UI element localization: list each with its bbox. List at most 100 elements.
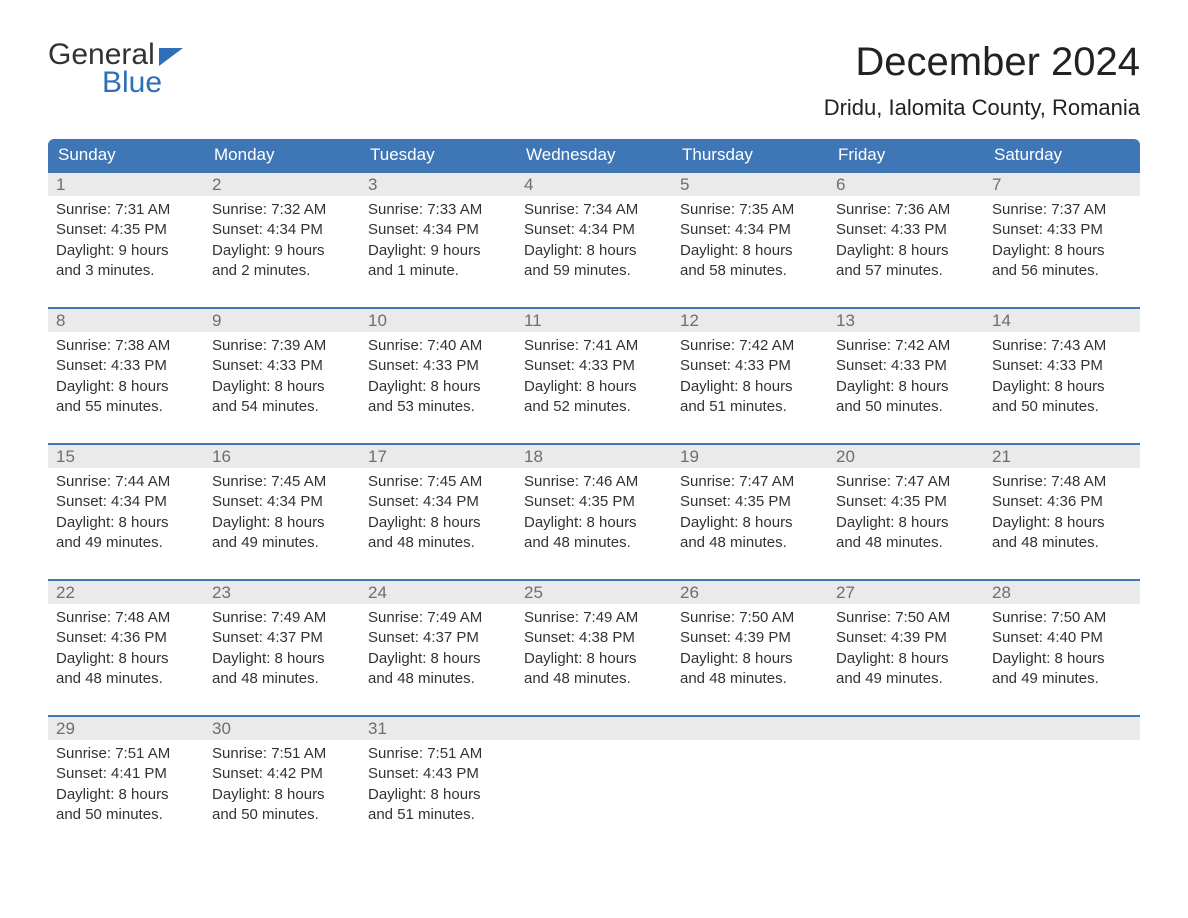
day-dl1: Daylight: 8 hours	[524, 377, 664, 397]
day-number: 18	[516, 445, 672, 468]
day-sunrise: Sunrise: 7:45 AM	[212, 472, 352, 492]
day-number: 12	[672, 309, 828, 332]
day-dl1: Daylight: 8 hours	[836, 241, 976, 261]
dow-sunday: Sunday	[48, 139, 204, 171]
day-sunset: Sunset: 4:33 PM	[680, 356, 820, 376]
day-number: 29	[48, 717, 204, 740]
day-dl2: and 48 minutes.	[524, 669, 664, 689]
day-sunset: Sunset: 4:33 PM	[836, 220, 976, 240]
day-number: 31	[360, 717, 516, 740]
dow-friday: Friday	[828, 139, 984, 171]
day-number-row: 891011121314	[48, 307, 1140, 332]
day-of-week-header: Sunday Monday Tuesday Wednesday Thursday…	[48, 139, 1140, 171]
day-sunrise: Sunrise: 7:47 AM	[836, 472, 976, 492]
day-number: 9	[204, 309, 360, 332]
day-cell: Sunrise: 7:51 AMSunset: 4:42 PMDaylight:…	[204, 740, 360, 833]
day-dl2: and 51 minutes.	[680, 397, 820, 417]
day-sunrise: Sunrise: 7:40 AM	[368, 336, 508, 356]
day-number-row: 22232425262728	[48, 579, 1140, 604]
day-dl1: Daylight: 8 hours	[992, 649, 1132, 669]
day-number: 20	[828, 445, 984, 468]
day-sunset: Sunset: 4:37 PM	[368, 628, 508, 648]
day-number: 10	[360, 309, 516, 332]
day-cell: Sunrise: 7:35 AMSunset: 4:34 PMDaylight:…	[672, 196, 828, 289]
day-cell: Sunrise: 7:31 AMSunset: 4:35 PMDaylight:…	[48, 196, 204, 289]
day-dl2: and 56 minutes.	[992, 261, 1132, 281]
day-number: 19	[672, 445, 828, 468]
day-cell: Sunrise: 7:42 AMSunset: 4:33 PMDaylight:…	[828, 332, 984, 425]
day-sunrise: Sunrise: 7:39 AM	[212, 336, 352, 356]
day-sunrise: Sunrise: 7:43 AM	[992, 336, 1132, 356]
day-cell: Sunrise: 7:40 AMSunset: 4:33 PMDaylight:…	[360, 332, 516, 425]
day-cell: Sunrise: 7:49 AMSunset: 4:37 PMDaylight:…	[204, 604, 360, 697]
day-dl2: and 49 minutes.	[836, 669, 976, 689]
day-sunrise: Sunrise: 7:48 AM	[992, 472, 1132, 492]
day-dl2: and 48 minutes.	[368, 669, 508, 689]
day-dl1: Daylight: 8 hours	[836, 649, 976, 669]
day-dl2: and 53 minutes.	[368, 397, 508, 417]
dow-saturday: Saturday	[984, 139, 1140, 171]
day-number	[516, 717, 672, 740]
day-cell: Sunrise: 7:51 AMSunset: 4:41 PMDaylight:…	[48, 740, 204, 833]
day-dl1: Daylight: 9 hours	[212, 241, 352, 261]
day-dl2: and 49 minutes.	[992, 669, 1132, 689]
day-sunset: Sunset: 4:35 PM	[680, 492, 820, 512]
day-sunrise: Sunrise: 7:33 AM	[368, 200, 508, 220]
day-sunrise: Sunrise: 7:49 AM	[524, 608, 664, 628]
day-sunrise: Sunrise: 7:51 AM	[368, 744, 508, 764]
day-cell	[984, 740, 1140, 833]
calendar-week: 22232425262728Sunrise: 7:48 AMSunset: 4:…	[48, 579, 1140, 697]
day-sunrise: Sunrise: 7:51 AM	[56, 744, 196, 764]
day-cell: Sunrise: 7:32 AMSunset: 4:34 PMDaylight:…	[204, 196, 360, 289]
calendar-week: 293031 Sunrise: 7:51 AMSunset: 4:41 PMDay…	[48, 715, 1140, 833]
location-subtitle: Dridu, Ialomita County, Romania	[824, 95, 1140, 121]
day-cell: Sunrise: 7:49 AMSunset: 4:37 PMDaylight:…	[360, 604, 516, 697]
day-number: 14	[984, 309, 1140, 332]
day-cell: Sunrise: 7:50 AMSunset: 4:39 PMDaylight:…	[672, 604, 828, 697]
day-number	[828, 717, 984, 740]
day-dl2: and 50 minutes.	[992, 397, 1132, 417]
day-dl1: Daylight: 8 hours	[836, 377, 976, 397]
day-dl1: Daylight: 8 hours	[680, 513, 820, 533]
day-cell: Sunrise: 7:47 AMSunset: 4:35 PMDaylight:…	[828, 468, 984, 561]
day-sunset: Sunset: 4:39 PM	[680, 628, 820, 648]
day-dl1: Daylight: 9 hours	[56, 241, 196, 261]
day-dl2: and 55 minutes.	[56, 397, 196, 417]
day-dl1: Daylight: 8 hours	[524, 241, 664, 261]
day-sunrise: Sunrise: 7:32 AM	[212, 200, 352, 220]
day-sunset: Sunset: 4:33 PM	[56, 356, 196, 376]
day-number-row: 1234567	[48, 171, 1140, 196]
day-cell: Sunrise: 7:33 AMSunset: 4:34 PMDaylight:…	[360, 196, 516, 289]
day-dl1: Daylight: 8 hours	[56, 377, 196, 397]
day-cell: Sunrise: 7:38 AMSunset: 4:33 PMDaylight:…	[48, 332, 204, 425]
day-sunset: Sunset: 4:33 PM	[836, 356, 976, 376]
day-cell: Sunrise: 7:37 AMSunset: 4:33 PMDaylight:…	[984, 196, 1140, 289]
day-dl1: Daylight: 8 hours	[992, 377, 1132, 397]
day-sunrise: Sunrise: 7:37 AM	[992, 200, 1132, 220]
day-sunset: Sunset: 4:33 PM	[212, 356, 352, 376]
day-cell	[516, 740, 672, 833]
day-cell: Sunrise: 7:45 AMSunset: 4:34 PMDaylight:…	[360, 468, 516, 561]
dow-tuesday: Tuesday	[360, 139, 516, 171]
day-cell: Sunrise: 7:49 AMSunset: 4:38 PMDaylight:…	[516, 604, 672, 697]
day-sunset: Sunset: 4:33 PM	[368, 356, 508, 376]
day-sunset: Sunset: 4:43 PM	[368, 764, 508, 784]
day-cell: Sunrise: 7:47 AMSunset: 4:35 PMDaylight:…	[672, 468, 828, 561]
day-number: 13	[828, 309, 984, 332]
day-number: 28	[984, 581, 1140, 604]
day-number: 17	[360, 445, 516, 468]
day-number: 4	[516, 173, 672, 196]
day-number: 30	[204, 717, 360, 740]
day-cell: Sunrise: 7:43 AMSunset: 4:33 PMDaylight:…	[984, 332, 1140, 425]
calendar-week: 891011121314Sunrise: 7:38 AMSunset: 4:33…	[48, 307, 1140, 425]
dow-thursday: Thursday	[672, 139, 828, 171]
day-dl2: and 57 minutes.	[836, 261, 976, 281]
day-sunset: Sunset: 4:33 PM	[992, 220, 1132, 240]
day-sunrise: Sunrise: 7:34 AM	[524, 200, 664, 220]
day-dl2: and 3 minutes.	[56, 261, 196, 281]
day-sunrise: Sunrise: 7:31 AM	[56, 200, 196, 220]
day-dl2: and 51 minutes.	[368, 805, 508, 825]
day-dl1: Daylight: 8 hours	[992, 241, 1132, 261]
day-sunrise: Sunrise: 7:36 AM	[836, 200, 976, 220]
month-title: December 2024	[824, 40, 1140, 85]
